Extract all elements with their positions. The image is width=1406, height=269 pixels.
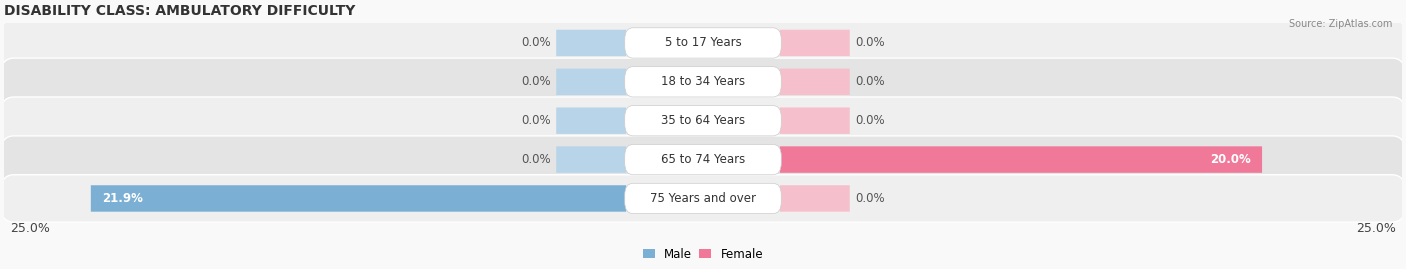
- FancyBboxPatch shape: [624, 144, 782, 175]
- Text: 35 to 64 Years: 35 to 64 Years: [661, 114, 745, 127]
- FancyBboxPatch shape: [780, 69, 849, 95]
- Text: Source: ZipAtlas.com: Source: ZipAtlas.com: [1288, 19, 1392, 29]
- Text: 25.0%: 25.0%: [1357, 222, 1396, 235]
- FancyBboxPatch shape: [624, 67, 782, 97]
- Text: 21.9%: 21.9%: [103, 192, 143, 205]
- Text: 5 to 17 Years: 5 to 17 Years: [665, 36, 741, 49]
- Text: 0.0%: 0.0%: [522, 75, 551, 88]
- FancyBboxPatch shape: [780, 146, 1263, 173]
- Text: 0.0%: 0.0%: [855, 75, 884, 88]
- Legend: Male, Female: Male, Female: [638, 243, 768, 265]
- Text: 0.0%: 0.0%: [522, 153, 551, 166]
- FancyBboxPatch shape: [557, 69, 626, 95]
- Text: DISABILITY CLASS: AMBULATORY DIFFICULTY: DISABILITY CLASS: AMBULATORY DIFFICULTY: [4, 4, 356, 18]
- FancyBboxPatch shape: [557, 30, 626, 56]
- FancyBboxPatch shape: [0, 58, 1406, 105]
- Text: 20.0%: 20.0%: [1211, 153, 1251, 166]
- Text: 0.0%: 0.0%: [522, 36, 551, 49]
- FancyBboxPatch shape: [0, 19, 1406, 67]
- FancyBboxPatch shape: [91, 185, 626, 212]
- FancyBboxPatch shape: [0, 97, 1406, 144]
- FancyBboxPatch shape: [557, 146, 626, 173]
- Text: 75 Years and over: 75 Years and over: [650, 192, 756, 205]
- Text: 18 to 34 Years: 18 to 34 Years: [661, 75, 745, 88]
- FancyBboxPatch shape: [780, 30, 849, 56]
- Text: 0.0%: 0.0%: [855, 192, 884, 205]
- FancyBboxPatch shape: [780, 108, 849, 134]
- FancyBboxPatch shape: [624, 28, 782, 58]
- Text: 25.0%: 25.0%: [10, 222, 49, 235]
- FancyBboxPatch shape: [0, 175, 1406, 222]
- FancyBboxPatch shape: [0, 136, 1406, 183]
- FancyBboxPatch shape: [557, 108, 626, 134]
- Text: 0.0%: 0.0%: [522, 114, 551, 127]
- Text: 65 to 74 Years: 65 to 74 Years: [661, 153, 745, 166]
- Text: 0.0%: 0.0%: [855, 36, 884, 49]
- FancyBboxPatch shape: [624, 183, 782, 214]
- FancyBboxPatch shape: [624, 105, 782, 136]
- Text: 0.0%: 0.0%: [855, 114, 884, 127]
- FancyBboxPatch shape: [780, 185, 849, 212]
